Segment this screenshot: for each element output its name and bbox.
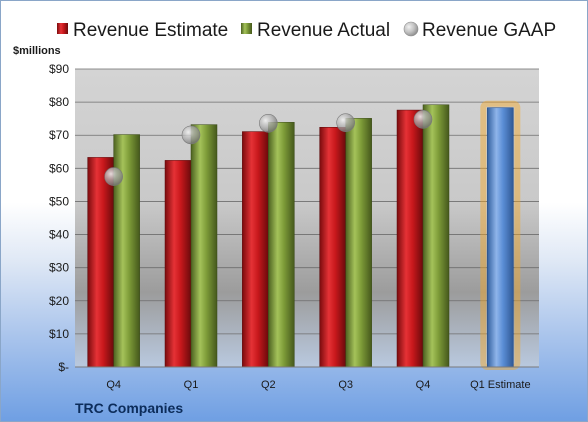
bar-revenue-estimate: [242, 131, 269, 368]
marker-revenue-gaap: [336, 113, 355, 132]
bar-revenue-estimate: [319, 127, 346, 368]
company-name: TRC Companies: [75, 400, 183, 416]
legend-label-revenue-gaap: Revenue GAAP: [422, 20, 556, 41]
y-tick-label: $40: [49, 228, 69, 242]
bar-revenue-actual: [422, 104, 450, 368]
x-axis-labels: Q4 Q1 Q2 Q3 Q4 Q1 Estimate: [106, 379, 530, 391]
legend-item-revenue-actual: Revenue Actual: [241, 20, 390, 41]
bar-revenue-actual: [345, 118, 372, 368]
gridlines: [75, 68, 539, 335]
legend-swatch-revenue-gaap: [403, 21, 419, 37]
y-axis-unit-label: $millions: [13, 45, 61, 57]
legend: Revenue Estimate Revenue Actual Revenue …: [57, 20, 556, 41]
legend-swatch-revenue-estimate: [57, 23, 68, 34]
y-tick-label: $30: [49, 261, 69, 275]
legend-label-revenue-estimate: Revenue Estimate: [73, 20, 228, 41]
bar-revenue-actual: [268, 122, 295, 368]
legend-label-revenue-actual: Revenue Actual: [257, 20, 390, 41]
y-tick-label: $-: [58, 360, 69, 374]
bar-revenue-estimate: [164, 160, 192, 368]
x-tick-label: Q2: [261, 379, 276, 391]
bar-revenue-estimate: [396, 109, 424, 368]
bar-q1-estimate: [487, 107, 514, 368]
y-tick-label: $50: [49, 194, 69, 208]
x-tick-label: Q3: [338, 379, 353, 391]
legend-item-revenue-estimate: Revenue Estimate: [57, 20, 228, 41]
legend-item-revenue-gaap: Revenue GAAP: [403, 20, 556, 41]
legend-swatch-revenue-actual: [241, 23, 252, 34]
y-tick-label: $20: [49, 294, 69, 308]
x-tick-label: Q4: [106, 379, 121, 391]
bar-revenue-estimate: [87, 157, 114, 368]
marker-revenue-gaap: [259, 114, 278, 133]
plot-area: [75, 69, 539, 367]
y-tick-label: $10: [49, 327, 69, 341]
gaap-markers: [104, 110, 433, 186]
y-tick-label: $60: [49, 161, 69, 175]
marker-revenue-gaap: [413, 110, 433, 129]
y-axis-ticks: $- $10 $20 $30 $40 $50 $60 $70 $80 $90: [49, 62, 69, 374]
x-tick-label: Q1: [184, 379, 199, 391]
y-tick-label: $90: [49, 62, 69, 76]
y-tick-label: $70: [49, 128, 69, 142]
x-tick-label: Q1 Estimate: [470, 379, 531, 391]
x-tick-label: Q4: [416, 379, 431, 391]
y-tick-label: $80: [49, 95, 69, 109]
bar-revenue-actual: [190, 124, 218, 368]
marker-revenue-gaap: [104, 167, 123, 186]
marker-revenue-gaap: [181, 125, 201, 145]
